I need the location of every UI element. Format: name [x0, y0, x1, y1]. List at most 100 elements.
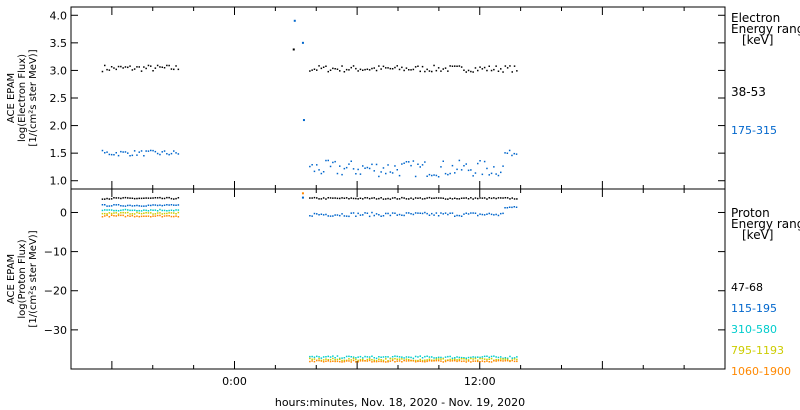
data-point [166, 196, 168, 199]
data-point [490, 69, 493, 72]
data-point [394, 355, 396, 357]
data-point [426, 359, 428, 361]
data-point [124, 212, 127, 214]
data-point [460, 360, 463, 363]
x-axis-label: hours:minutes, Nov. 18, 2020 - Nov. 19, … [275, 396, 525, 409]
data-point [447, 70, 449, 72]
data-point [391, 358, 394, 360]
data-point [396, 65, 398, 67]
data-point [488, 212, 490, 215]
data-point [500, 212, 502, 215]
data-point [456, 168, 458, 171]
data-point [486, 213, 488, 215]
data-point [428, 358, 431, 360]
data-point [472, 356, 474, 358]
data-point [474, 172, 477, 174]
data-point [110, 153, 113, 156]
data-point [465, 361, 467, 363]
data-point [497, 214, 500, 217]
data-point [336, 355, 339, 357]
data-point [373, 360, 375, 363]
data-point [440, 360, 442, 362]
data-point [405, 358, 408, 360]
data-point [343, 71, 346, 73]
data-point [357, 168, 359, 171]
data-point [412, 357, 415, 360]
data-point [515, 153, 518, 155]
data-point [143, 197, 145, 199]
data-point [147, 197, 150, 199]
data-point [332, 161, 334, 164]
data-point [293, 19, 296, 22]
data-point [104, 152, 106, 154]
data-point [131, 154, 134, 157]
data-point [444, 67, 447, 69]
data-point [396, 198, 398, 200]
data-point [131, 197, 134, 199]
data-point [456, 198, 458, 200]
data-point [166, 153, 168, 155]
data-point [366, 166, 369, 169]
data-point [352, 359, 355, 362]
data-point [394, 197, 396, 199]
data-point [516, 198, 518, 200]
data-point [375, 163, 378, 166]
data-point [373, 67, 375, 69]
data-point [309, 215, 311, 217]
data-point [431, 174, 433, 177]
y-tick-label: 0 [60, 206, 67, 219]
data-point [421, 164, 424, 166]
data-point [357, 198, 359, 200]
data-point [389, 214, 392, 217]
data-point [449, 358, 451, 361]
data-point [343, 359, 346, 362]
data-point [414, 359, 417, 362]
data-point [108, 212, 111, 214]
data-point [138, 205, 140, 207]
data-point [108, 209, 111, 211]
data-point [332, 360, 334, 362]
data-point [467, 359, 470, 361]
data-point [451, 357, 454, 359]
data-point [313, 360, 316, 363]
data-point [419, 358, 421, 361]
data-point [398, 360, 401, 362]
data-point [424, 197, 426, 200]
data-point [391, 359, 394, 362]
data-point [154, 197, 157, 199]
data-point [474, 197, 477, 199]
data-point [389, 67, 392, 70]
data-point [362, 214, 364, 216]
data-point [311, 215, 313, 217]
data-point [127, 152, 129, 154]
data-point [477, 356, 479, 358]
data-point [483, 358, 486, 360]
data-point [339, 197, 341, 200]
data-point [371, 67, 373, 70]
data-point [437, 197, 440, 199]
data-point [477, 162, 479, 165]
data-point [309, 197, 311, 199]
data-point [477, 360, 479, 363]
x-tick-label: 0:00 [222, 375, 247, 388]
data-point [401, 356, 403, 358]
data-point [378, 175, 380, 178]
data-point [451, 198, 454, 200]
data-point [472, 198, 474, 200]
data-point [359, 173, 362, 175]
data-point [147, 212, 150, 214]
data-point [444, 212, 447, 214]
data-point [391, 197, 394, 199]
data-point [481, 213, 484, 216]
data-point [362, 360, 364, 362]
data-point [426, 360, 428, 363]
data-point [166, 215, 168, 217]
data-point [421, 359, 424, 362]
data-point [124, 151, 127, 153]
data-point [106, 205, 108, 207]
data-point [506, 207, 509, 209]
data-point [470, 212, 472, 214]
data-point [145, 205, 147, 207]
data-point [382, 167, 385, 169]
